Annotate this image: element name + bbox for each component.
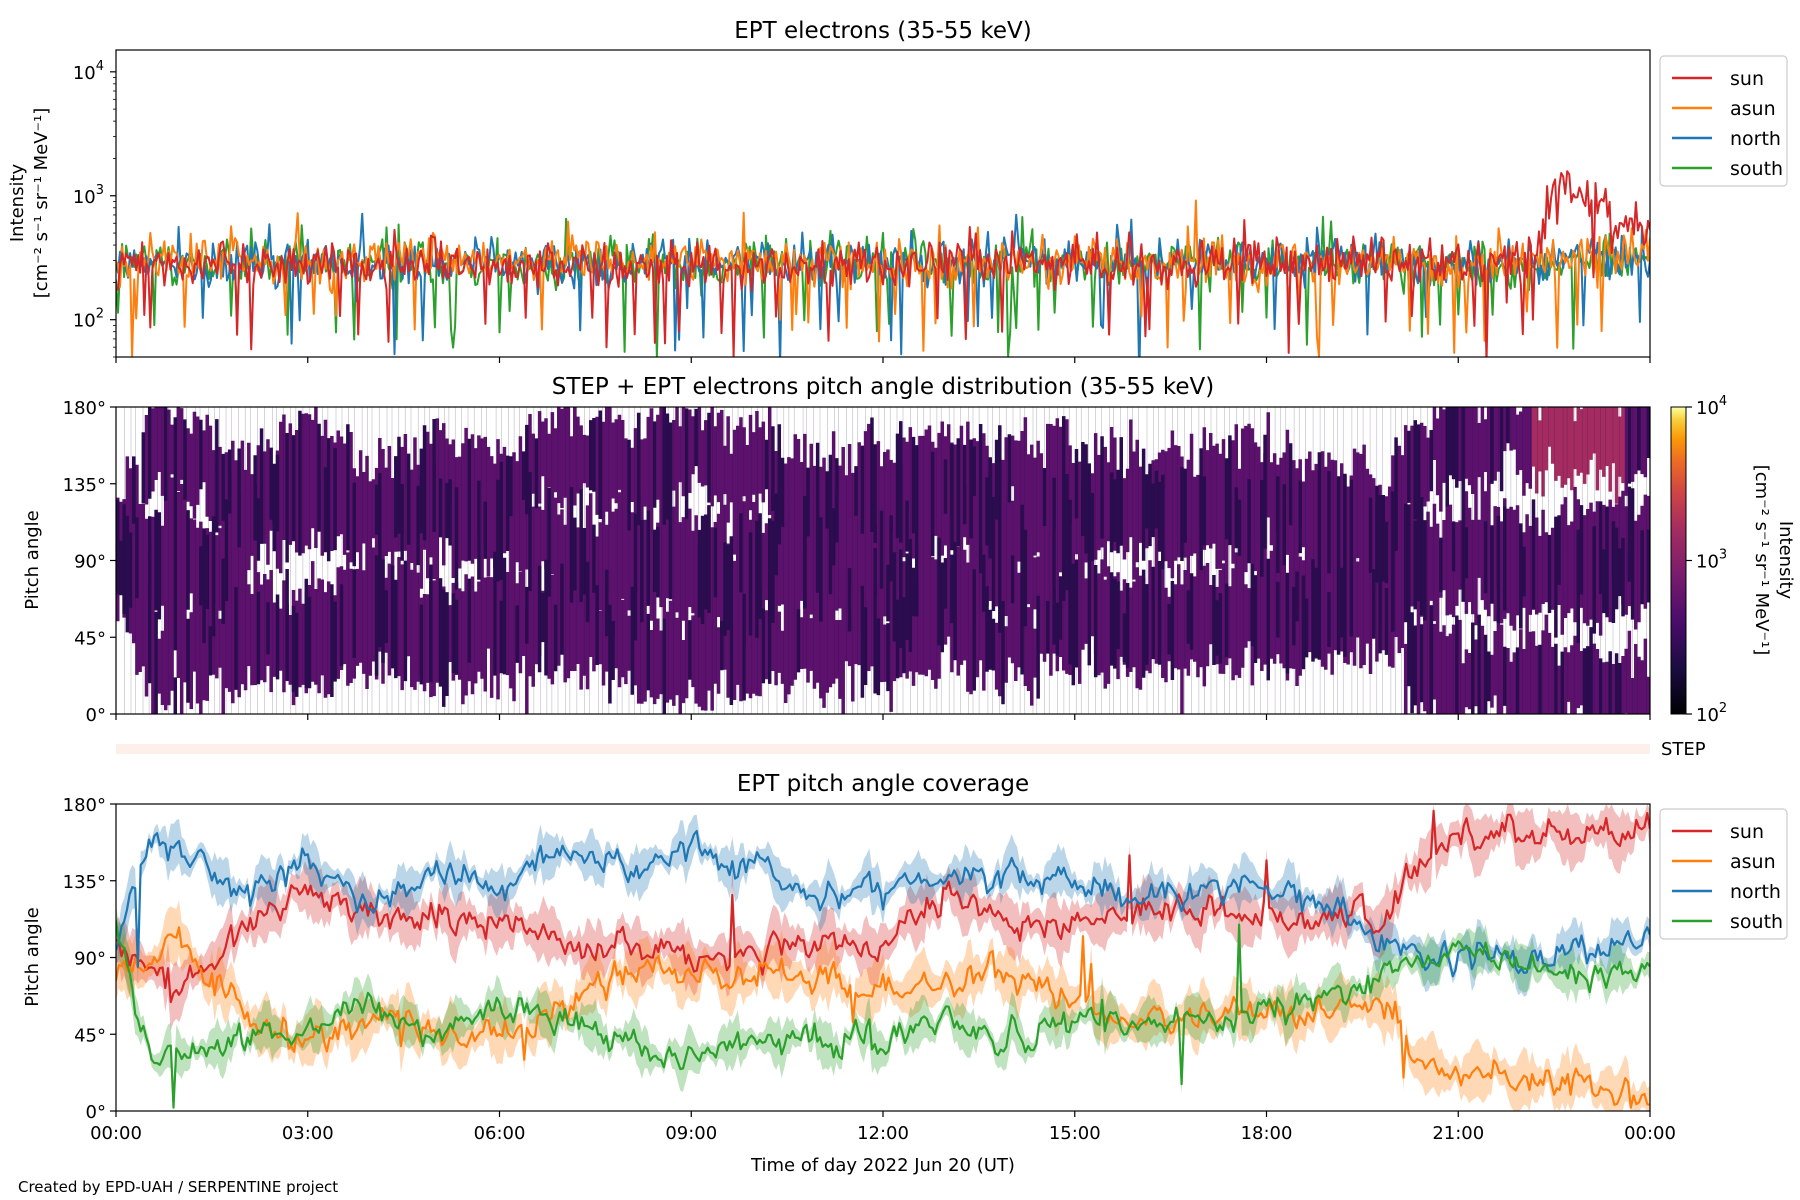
coverage-line-north: [116, 829, 1650, 978]
legend-label-north: north: [1730, 881, 1781, 903]
coverage-band-south: [116, 902, 1650, 1111]
x-tick-label: 18:00: [1241, 1123, 1293, 1144]
panel-pitch-distribution: STEP + EPT electrons pitch angle distrib…: [22, 374, 1796, 760]
panel-intensity: EPT electrons (35-55 keV) 102 103 104 Inte…: [7, 18, 1788, 363]
colorbar: [1670, 406, 1687, 715]
panel3-title: EPT pitch angle coverage: [737, 771, 1029, 797]
series-line-sun: [116, 170, 1650, 357]
y-tick-label: 180°: [63, 398, 106, 419]
y-tick-label: 135°: [63, 872, 106, 893]
y-tick-label: 90°: [74, 949, 106, 970]
legend-label-sun: sun: [1730, 68, 1764, 90]
panel1-frame: [115, 49, 1651, 358]
y-tick-label: 0°: [86, 1102, 106, 1123]
x-tick-label: 15:00: [1049, 1123, 1101, 1144]
coverage-band-asun: [116, 900, 1650, 1111]
coverage-line-south: [116, 920, 1650, 1109]
credit-text: Created by EPD-UAH / SERPENTINE project: [18, 1178, 338, 1196]
legend-box: [1659, 55, 1788, 187]
panel1-ylabel-line2: [cm⁻² s⁻¹ sr⁻¹ MeV⁻¹]: [31, 108, 52, 299]
panel2-title: STEP + EPT electrons pitch angle distrib…: [552, 374, 1214, 400]
legend-label-asun: asun: [1730, 98, 1776, 120]
colorbar-tick-label: 102: [1696, 701, 1727, 726]
panel3-legend: sun asun north south: [1659, 808, 1788, 940]
step-strip: [116, 744, 1650, 754]
y-tick-label: 45°: [74, 628, 106, 649]
x-tick-label: 00:00: [90, 1123, 142, 1144]
x-axis-label: Time of day 2022 Jun 20 (UT): [750, 1155, 1015, 1176]
panel-pitch-coverage: EPT pitch angle coverage 0° 45° 90° 135° 180…: [22, 771, 1788, 1176]
panel1-ylabel-line1: Intensity: [7, 163, 28, 242]
panel1-title: EPT electrons (35-55 keV): [734, 18, 1031, 44]
y-tick-label: 103: [73, 183, 104, 208]
heatmap-cells-low: [116, 407, 1650, 714]
step-label: STEP: [1661, 739, 1706, 760]
colorbar-tick-label: 103: [1696, 548, 1727, 573]
x-tick-label: 09:00: [665, 1123, 717, 1144]
y-tick-label: 90°: [74, 552, 106, 573]
y-tick-label: 45°: [74, 1025, 106, 1046]
x-tick-label: 03:00: [282, 1123, 334, 1144]
colorbar-label-line2: [cm⁻² s⁻¹ sr⁻¹ MeV⁻¹]: [1751, 465, 1772, 656]
x-tick-label: 00:00: [1624, 1123, 1676, 1144]
legend-label-south: south: [1730, 911, 1783, 933]
legend-label-north: north: [1730, 128, 1781, 150]
series-line-south: [116, 215, 1650, 357]
colorbar-tick-label: 104: [1696, 394, 1727, 419]
y-tick-label: 104: [73, 59, 104, 84]
panel2-ylabel: Pitch angle: [22, 510, 43, 609]
colorbar-label-line1: Intensity: [1775, 521, 1796, 600]
legend-label-south: south: [1730, 158, 1783, 180]
panel1-legend: sun asun north south: [1659, 55, 1788, 187]
y-tick-label: 0°: [86, 705, 106, 726]
x-tick-label: 21:00: [1432, 1123, 1484, 1144]
coverage-line-sun: [116, 809, 1650, 1004]
y-tick-label: 102: [73, 307, 104, 332]
x-tick-label: 12:00: [857, 1123, 909, 1144]
coverage-line-asun: [116, 926, 1650, 1109]
y-tick-label: 135°: [63, 475, 106, 496]
legend-label-asun: asun: [1730, 851, 1776, 873]
y-tick-label: 180°: [63, 795, 106, 816]
legend-label-sun: sun: [1730, 821, 1764, 843]
x-tick-label: 06:00: [474, 1123, 526, 1144]
legend-box: [1659, 808, 1788, 940]
heatmap-cells-high: [1531, 407, 1625, 504]
panel3-ylabel: Pitch angle: [22, 907, 43, 1006]
